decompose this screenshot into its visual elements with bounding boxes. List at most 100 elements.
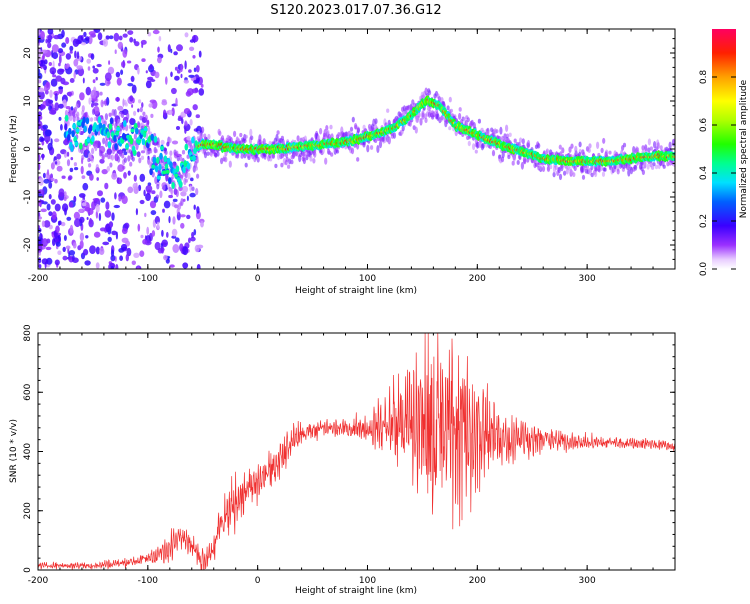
spectrogram-noise-cell	[158, 35, 162, 42]
spectrogram-noise-cell	[85, 235, 89, 239]
spectrogram-noise-cell	[173, 51, 178, 56]
snr-y-label: SNR (10 * v/v)	[9, 419, 19, 483]
spectrogram-halo-cell	[129, 161, 133, 167]
spectrogram-noise-cell	[93, 29, 101, 33]
spectrogram-noise-cell	[107, 66, 115, 75]
spectrogram-noise-cell	[109, 35, 114, 40]
spectrogram-halo-cell	[100, 99, 104, 108]
y-tick-label: -20	[23, 237, 33, 252]
spectrogram-ridge-cell	[152, 156, 157, 164]
spectrogram-noise-cell	[93, 231, 101, 238]
spectrogram-noise-cell	[51, 211, 57, 220]
spectrogram-noise-cell	[104, 210, 112, 218]
spectrogram-noise-cell	[102, 241, 110, 246]
spectrogram-halo-cell	[124, 102, 128, 107]
spectrogram-halo-cell	[370, 145, 374, 150]
spectrogram-noise-cell	[68, 250, 76, 256]
spectrogram-halo-cell	[180, 174, 184, 179]
spectrogram-noise-cell	[99, 82, 106, 86]
spectrogram-noise-cell	[92, 68, 99, 74]
spectrogram-noise-cell	[50, 199, 56, 205]
spectrogram-noise-cell	[49, 89, 53, 98]
y-tick-label: 800	[23, 324, 33, 341]
spectrogram-noise-cell	[154, 71, 160, 79]
spectrogram-noise-cell	[133, 252, 140, 258]
spectrogram-noise-cell	[136, 266, 140, 269]
spectrogram-noise-cell	[115, 97, 120, 102]
spectrogram-halo-cell	[521, 138, 525, 145]
spectrogram-noise-cell	[85, 86, 92, 96]
spectrogram-halo-cell	[138, 157, 142, 164]
spectrogram-halo-cell	[652, 162, 656, 167]
spectrogram-noise-cell	[107, 236, 112, 242]
spectrogram-halo-cell	[537, 143, 541, 149]
spectrogram-halo-cell	[111, 146, 115, 155]
spectrogram-ridge-cell	[88, 124, 93, 132]
spectrogram-halo-cell	[144, 114, 148, 122]
spectrogram-noise-cell	[42, 124, 48, 130]
spectrogram-halo-cell	[649, 160, 653, 168]
spectrogram-noise-cell	[105, 35, 110, 40]
spectrogram-halo-cell	[199, 132, 203, 140]
spectrogram-noise-cell	[72, 257, 79, 264]
spectrogram-noise-cell	[141, 102, 144, 108]
spectrogram-noise-cell	[107, 80, 111, 85]
spectrogram-halo-cell	[600, 147, 604, 154]
spectrogram-noise-cell	[60, 124, 63, 131]
spectrogram-noise-cell	[68, 201, 74, 208]
spectrogram-noise-cell	[191, 88, 199, 94]
spectrogram-noise-cell	[83, 31, 87, 37]
spectrogram-noise-cell	[54, 203, 61, 212]
x-tick-label: -200	[28, 576, 49, 586]
spectrogram-halo-cell	[171, 174, 175, 179]
spectrogram-noise-cell	[104, 72, 112, 82]
spectrogram-halo-cell	[374, 138, 378, 143]
spectrogram-halo-cell	[176, 207, 180, 216]
spectrogram-halo-cell	[603, 167, 607, 172]
spectrogram-halo-cell	[568, 146, 572, 153]
snr-series-line	[38, 333, 675, 570]
spectrogram-noise-cell	[52, 74, 57, 78]
spectrogram-halo-cell	[194, 166, 198, 171]
spectrogram-halo-cell	[458, 112, 462, 120]
spectrogram-halo-cell	[302, 151, 306, 157]
spectrogram-ridge-cell	[191, 136, 195, 144]
x-tick-label: 100	[359, 274, 376, 284]
spectrogram-halo-cell	[376, 145, 380, 153]
spectrogram-noise-cell	[171, 140, 179, 145]
spectrogram-noise-cell	[156, 221, 160, 229]
spectrogram-halo-cell	[513, 138, 517, 143]
spectrogram-halo-cell	[97, 141, 101, 149]
spectrogram-halo-cell	[324, 157, 328, 165]
spectrogram-halo-cell	[244, 162, 248, 168]
spectrogram-noise-cell	[88, 31, 96, 36]
spectrogram-noise-cell	[44, 59, 48, 65]
spectrogram-halo-cell	[563, 170, 567, 176]
spectrogram-halo-cell	[659, 145, 663, 151]
spectrogram-halo-cell	[136, 121, 141, 128]
spectrogram-ridge-cell	[79, 142, 83, 150]
spectrogram-ridge-cell	[186, 162, 191, 170]
spectrogram-halo-cell	[345, 131, 349, 137]
spectrogram-noise-cell	[186, 214, 191, 220]
spectrogram-noise-cell	[167, 44, 171, 53]
spectrogram-halo-cell	[387, 137, 391, 144]
spectrogram-halo-cell	[101, 154, 105, 160]
spectrogram-noise-cell	[99, 247, 105, 255]
spectrogram-noise-cell	[58, 62, 61, 67]
spectrogram-ridge-cell	[113, 135, 117, 142]
spectrogram-ridge-cell	[154, 165, 159, 173]
spectrogram-noise-cell	[134, 41, 140, 47]
spectrogram-halo-cell	[84, 151, 88, 156]
spectrogram-noise-cell	[47, 142, 53, 151]
spectrogram-halo-cell	[228, 160, 232, 168]
spectrogram-noise-cell	[116, 77, 122, 86]
spectrogram-noise-cell	[192, 104, 198, 111]
spectrogram-noise-cell	[92, 102, 99, 106]
spectrogram-noise-cell	[58, 220, 62, 226]
spectrogram-noise-cell	[175, 237, 180, 243]
spectrogram-halo-cell	[151, 140, 155, 145]
spectrogram-halo-cell	[120, 112, 125, 119]
spectrogram-noise-cell	[160, 139, 165, 145]
spectrogram-halo-cell	[69, 114, 73, 122]
